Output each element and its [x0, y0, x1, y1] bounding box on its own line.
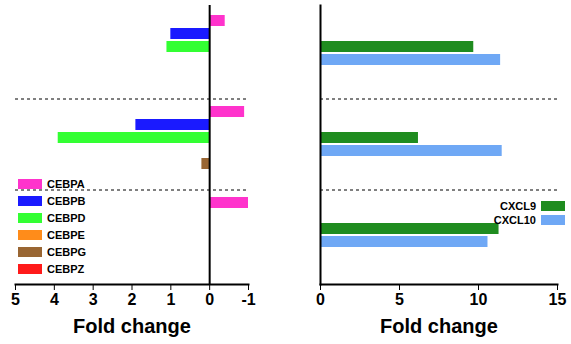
html-text:CEBPA: CEBPA — [47, 177, 85, 190]
html-text:CEBPD: CEBPD — [47, 211, 86, 224]
html-text:CXCL9: CXCL9 — [499, 200, 536, 212]
svg-text:Fold change: Fold change — [73, 315, 191, 337]
svg-text:-1: -1 — [241, 291, 255, 308]
html-text:CEBPZ: CEBPZ — [47, 262, 85, 275]
html-text:CEBPE: CEBPE — [47, 228, 85, 241]
svg-text:Fold change: Fold change — [380, 315, 498, 337]
html-text:CEBPB: CEBPB — [47, 194, 86, 207]
svg-text:3: 3 — [89, 291, 98, 308]
svg-text:15: 15 — [549, 291, 567, 308]
svg-text:5: 5 — [395, 291, 404, 308]
html-text:CEBPG: CEBPG — [47, 245, 87, 258]
html-text:CXCL10: CXCL10 — [493, 214, 536, 226]
svg-text:0: 0 — [316, 291, 325, 308]
svg-text:2: 2 — [128, 291, 137, 308]
svg-text:1: 1 — [166, 291, 175, 308]
svg-text:10: 10 — [470, 291, 488, 308]
svg-text:4: 4 — [50, 291, 59, 308]
svg-text:5: 5 — [11, 291, 20, 308]
svg-text:0: 0 — [205, 291, 214, 308]
